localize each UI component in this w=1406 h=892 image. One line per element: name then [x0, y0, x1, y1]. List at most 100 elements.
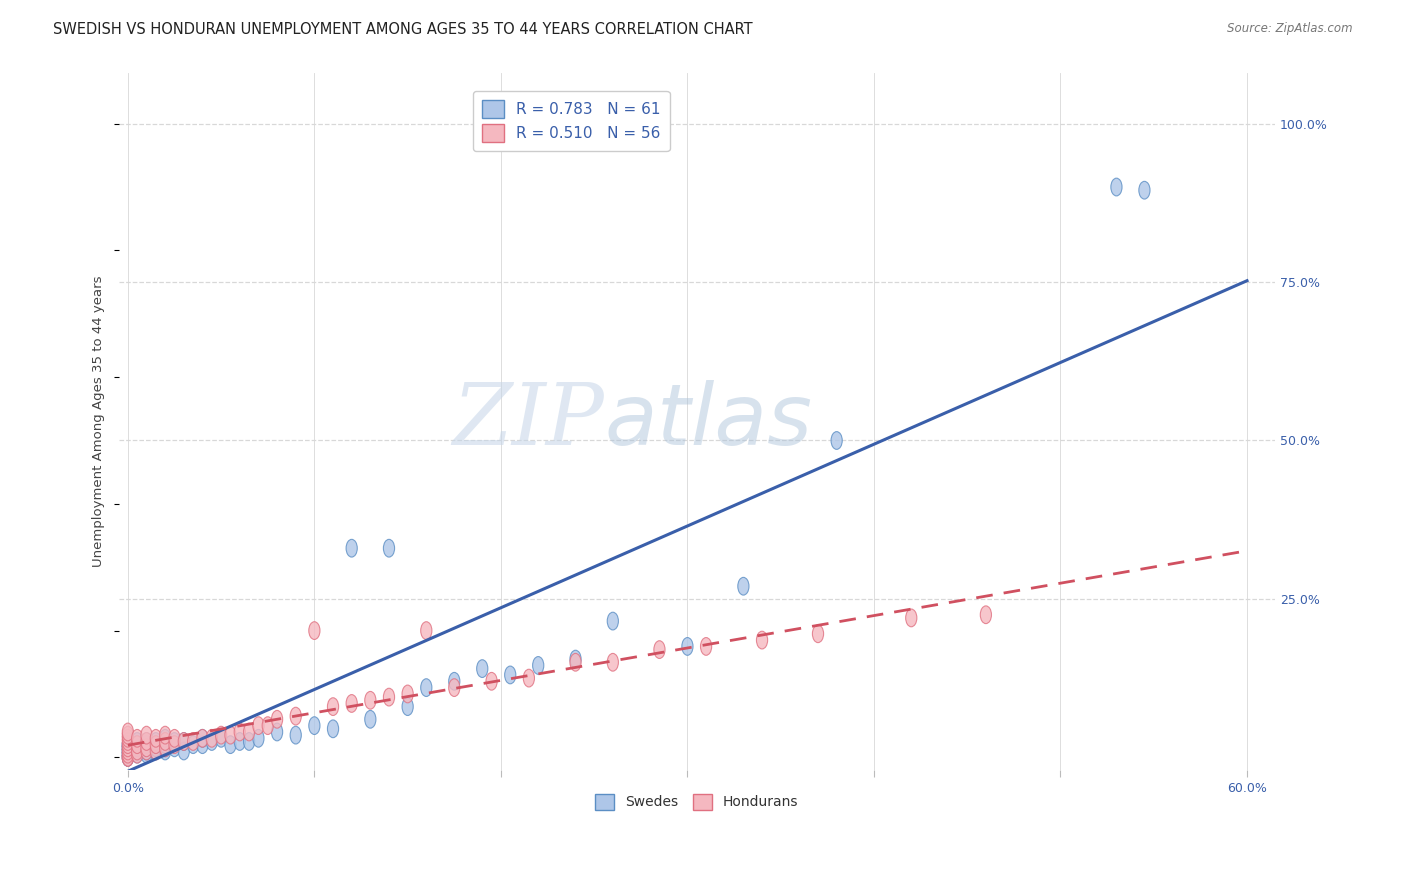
- Ellipse shape: [215, 726, 226, 744]
- Ellipse shape: [159, 739, 170, 756]
- Ellipse shape: [486, 673, 498, 690]
- Ellipse shape: [607, 654, 619, 671]
- Ellipse shape: [207, 732, 218, 750]
- Ellipse shape: [1111, 178, 1122, 196]
- Ellipse shape: [150, 742, 162, 760]
- Ellipse shape: [607, 612, 619, 630]
- Ellipse shape: [569, 650, 581, 668]
- Ellipse shape: [831, 432, 842, 450]
- Ellipse shape: [235, 723, 246, 741]
- Ellipse shape: [215, 730, 226, 747]
- Ellipse shape: [197, 730, 208, 747]
- Ellipse shape: [122, 736, 134, 754]
- Ellipse shape: [235, 732, 246, 750]
- Ellipse shape: [523, 669, 534, 687]
- Ellipse shape: [262, 717, 273, 734]
- Ellipse shape: [132, 736, 143, 754]
- Ellipse shape: [122, 748, 134, 766]
- Ellipse shape: [569, 654, 581, 671]
- Ellipse shape: [980, 606, 991, 624]
- Ellipse shape: [449, 673, 460, 690]
- Ellipse shape: [197, 736, 208, 754]
- Ellipse shape: [402, 698, 413, 715]
- Ellipse shape: [187, 736, 198, 754]
- Ellipse shape: [384, 540, 395, 558]
- Ellipse shape: [122, 742, 134, 760]
- Ellipse shape: [150, 730, 162, 747]
- Ellipse shape: [309, 717, 321, 734]
- Ellipse shape: [700, 638, 711, 656]
- Ellipse shape: [132, 746, 143, 763]
- Ellipse shape: [179, 732, 190, 750]
- Ellipse shape: [150, 739, 162, 756]
- Ellipse shape: [159, 732, 170, 750]
- Ellipse shape: [309, 622, 321, 640]
- Ellipse shape: [756, 632, 768, 649]
- Ellipse shape: [159, 726, 170, 744]
- Ellipse shape: [122, 746, 134, 763]
- Ellipse shape: [346, 695, 357, 713]
- Ellipse shape: [122, 748, 134, 766]
- Ellipse shape: [225, 726, 236, 744]
- Ellipse shape: [159, 739, 170, 756]
- Ellipse shape: [384, 689, 395, 706]
- Ellipse shape: [253, 730, 264, 747]
- Text: Source: ZipAtlas.com: Source: ZipAtlas.com: [1227, 22, 1353, 36]
- Ellipse shape: [420, 622, 432, 640]
- Text: ZIP: ZIP: [453, 380, 605, 463]
- Ellipse shape: [159, 730, 170, 747]
- Ellipse shape: [122, 736, 134, 754]
- Ellipse shape: [122, 746, 134, 763]
- Ellipse shape: [122, 736, 134, 754]
- Ellipse shape: [328, 720, 339, 738]
- Ellipse shape: [253, 717, 264, 734]
- Y-axis label: Unemployment Among Ages 35 to 44 years: Unemployment Among Ages 35 to 44 years: [93, 276, 105, 567]
- Ellipse shape: [132, 736, 143, 754]
- Ellipse shape: [122, 723, 134, 741]
- Ellipse shape: [132, 739, 143, 756]
- Ellipse shape: [1139, 181, 1150, 199]
- Ellipse shape: [169, 732, 180, 750]
- Ellipse shape: [150, 742, 162, 760]
- Ellipse shape: [207, 730, 218, 747]
- Ellipse shape: [141, 726, 152, 744]
- Ellipse shape: [132, 746, 143, 763]
- Ellipse shape: [187, 732, 198, 750]
- Ellipse shape: [141, 742, 152, 760]
- Ellipse shape: [141, 732, 152, 750]
- Ellipse shape: [813, 625, 824, 642]
- Ellipse shape: [122, 730, 134, 747]
- Ellipse shape: [159, 742, 170, 760]
- Ellipse shape: [132, 742, 143, 760]
- Ellipse shape: [132, 732, 143, 750]
- Ellipse shape: [271, 710, 283, 728]
- Ellipse shape: [243, 723, 254, 741]
- Ellipse shape: [169, 730, 180, 747]
- Ellipse shape: [150, 736, 162, 754]
- Ellipse shape: [159, 736, 170, 754]
- Ellipse shape: [122, 726, 134, 744]
- Ellipse shape: [122, 739, 134, 756]
- Ellipse shape: [533, 657, 544, 674]
- Ellipse shape: [290, 707, 301, 725]
- Ellipse shape: [141, 732, 152, 750]
- Ellipse shape: [141, 739, 152, 756]
- Ellipse shape: [364, 710, 375, 728]
- Ellipse shape: [141, 736, 152, 754]
- Ellipse shape: [364, 691, 375, 709]
- Ellipse shape: [179, 732, 190, 750]
- Ellipse shape: [132, 742, 143, 760]
- Text: SWEDISH VS HONDURAN UNEMPLOYMENT AMONG AGES 35 TO 44 YEARS CORRELATION CHART: SWEDISH VS HONDURAN UNEMPLOYMENT AMONG A…: [53, 22, 754, 37]
- Ellipse shape: [477, 660, 488, 678]
- Ellipse shape: [169, 739, 180, 756]
- Text: atlas: atlas: [605, 380, 813, 463]
- Ellipse shape: [505, 666, 516, 684]
- Ellipse shape: [682, 638, 693, 656]
- Ellipse shape: [271, 723, 283, 741]
- Ellipse shape: [141, 746, 152, 763]
- Ellipse shape: [122, 746, 134, 763]
- Ellipse shape: [132, 730, 143, 747]
- Ellipse shape: [654, 640, 665, 658]
- Ellipse shape: [905, 609, 917, 627]
- Ellipse shape: [738, 577, 749, 595]
